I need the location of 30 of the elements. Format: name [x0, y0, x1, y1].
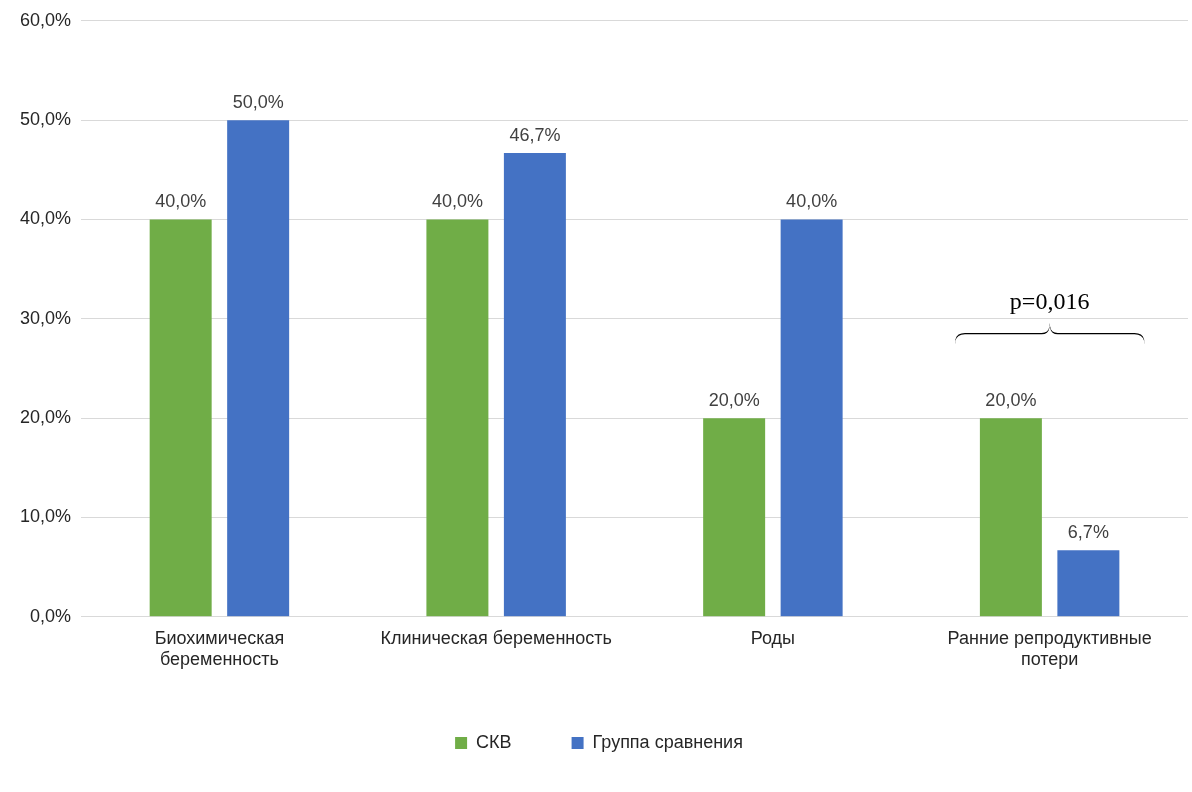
legend-label: Группа сравнения [592, 731, 743, 752]
y-tick-label: 60,0% [19, 9, 72, 30]
legend-label: СКВ [476, 731, 512, 752]
y-tick-label: 0,0% [30, 605, 72, 626]
data-label: 50,0% [232, 92, 284, 113]
bar [426, 219, 489, 617]
data-label: 40,0% [786, 191, 838, 212]
bar [780, 219, 843, 617]
y-tick-label: 50,0% [19, 109, 72, 130]
x-tick-label: Биохимическая беременность [154, 627, 285, 670]
x-tick-label: Роды [750, 627, 796, 648]
data-label: 20,0% [708, 390, 760, 411]
data-label: 40,0% [431, 191, 483, 212]
annotation: p=0,016 [1009, 288, 1090, 315]
data-label: 46,7% [509, 124, 561, 145]
bar [503, 152, 566, 617]
data-label: 40,0% [155, 191, 207, 212]
y-tick-label: 10,0% [19, 506, 72, 527]
bar [227, 120, 290, 617]
bar [1057, 550, 1120, 617]
x-tick-label: Клиническая беременность [380, 627, 612, 648]
y-tick-label: 30,0% [19, 307, 72, 328]
y-tick-label: 20,0% [19, 407, 72, 428]
bar [149, 219, 212, 617]
bar [979, 418, 1042, 617]
bar [703, 418, 766, 617]
data-label: 20,0% [985, 390, 1037, 411]
y-tick-label: 40,0% [19, 208, 72, 229]
data-label: 6,7% [1067, 522, 1109, 543]
x-tick-label: Ранние репродуктивные потери [947, 627, 1152, 670]
